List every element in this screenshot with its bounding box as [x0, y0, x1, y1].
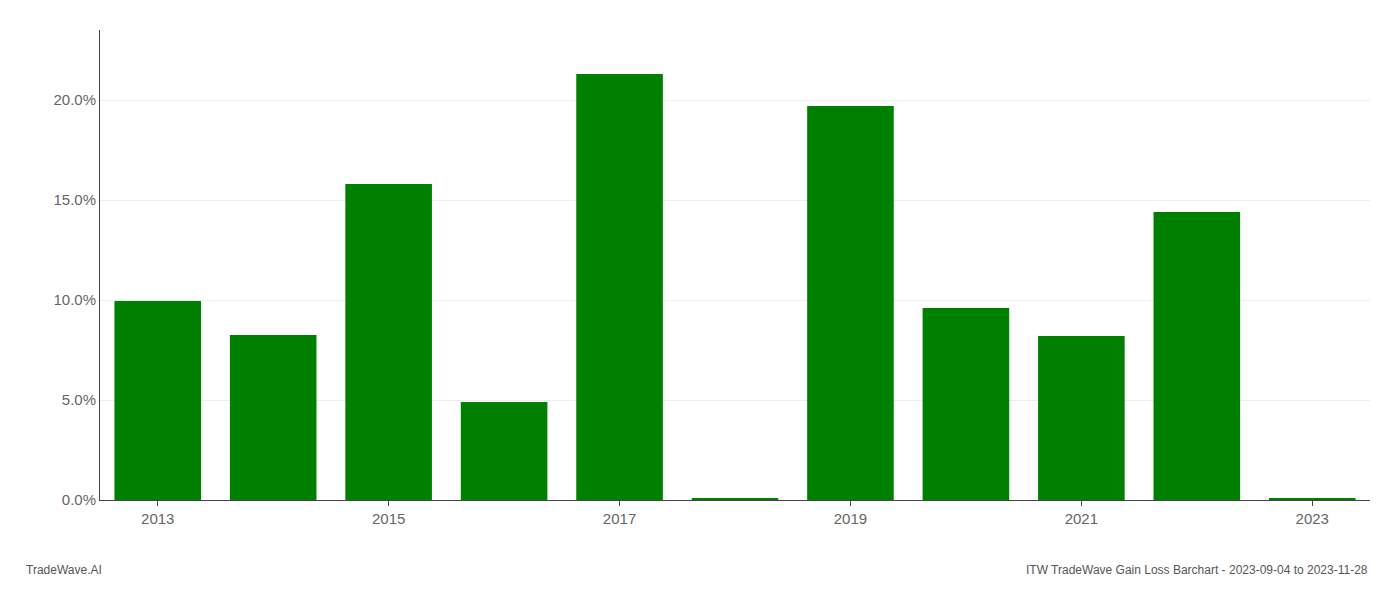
svg-text:15.0%: 15.0% — [53, 191, 96, 208]
svg-text:10.0%: 10.0% — [53, 291, 96, 308]
svg-text:2013: 2013 — [141, 510, 174, 527]
svg-text:2023: 2023 — [1296, 510, 1329, 527]
svg-text:20.0%: 20.0% — [53, 91, 96, 108]
svg-text:5.0%: 5.0% — [62, 391, 96, 408]
svg-text:2017: 2017 — [603, 510, 636, 527]
svg-text:0.0%: 0.0% — [62, 491, 96, 508]
svg-text:2021: 2021 — [1065, 510, 1098, 527]
svg-text:ITW TradeWave Gain Loss Barcha: ITW TradeWave Gain Loss Barchart - 2023-… — [1026, 563, 1368, 577]
svg-text:2019: 2019 — [834, 510, 867, 527]
svg-text:2015: 2015 — [372, 510, 405, 527]
svg-text:TradeWave.AI: TradeWave.AI — [26, 563, 102, 577]
